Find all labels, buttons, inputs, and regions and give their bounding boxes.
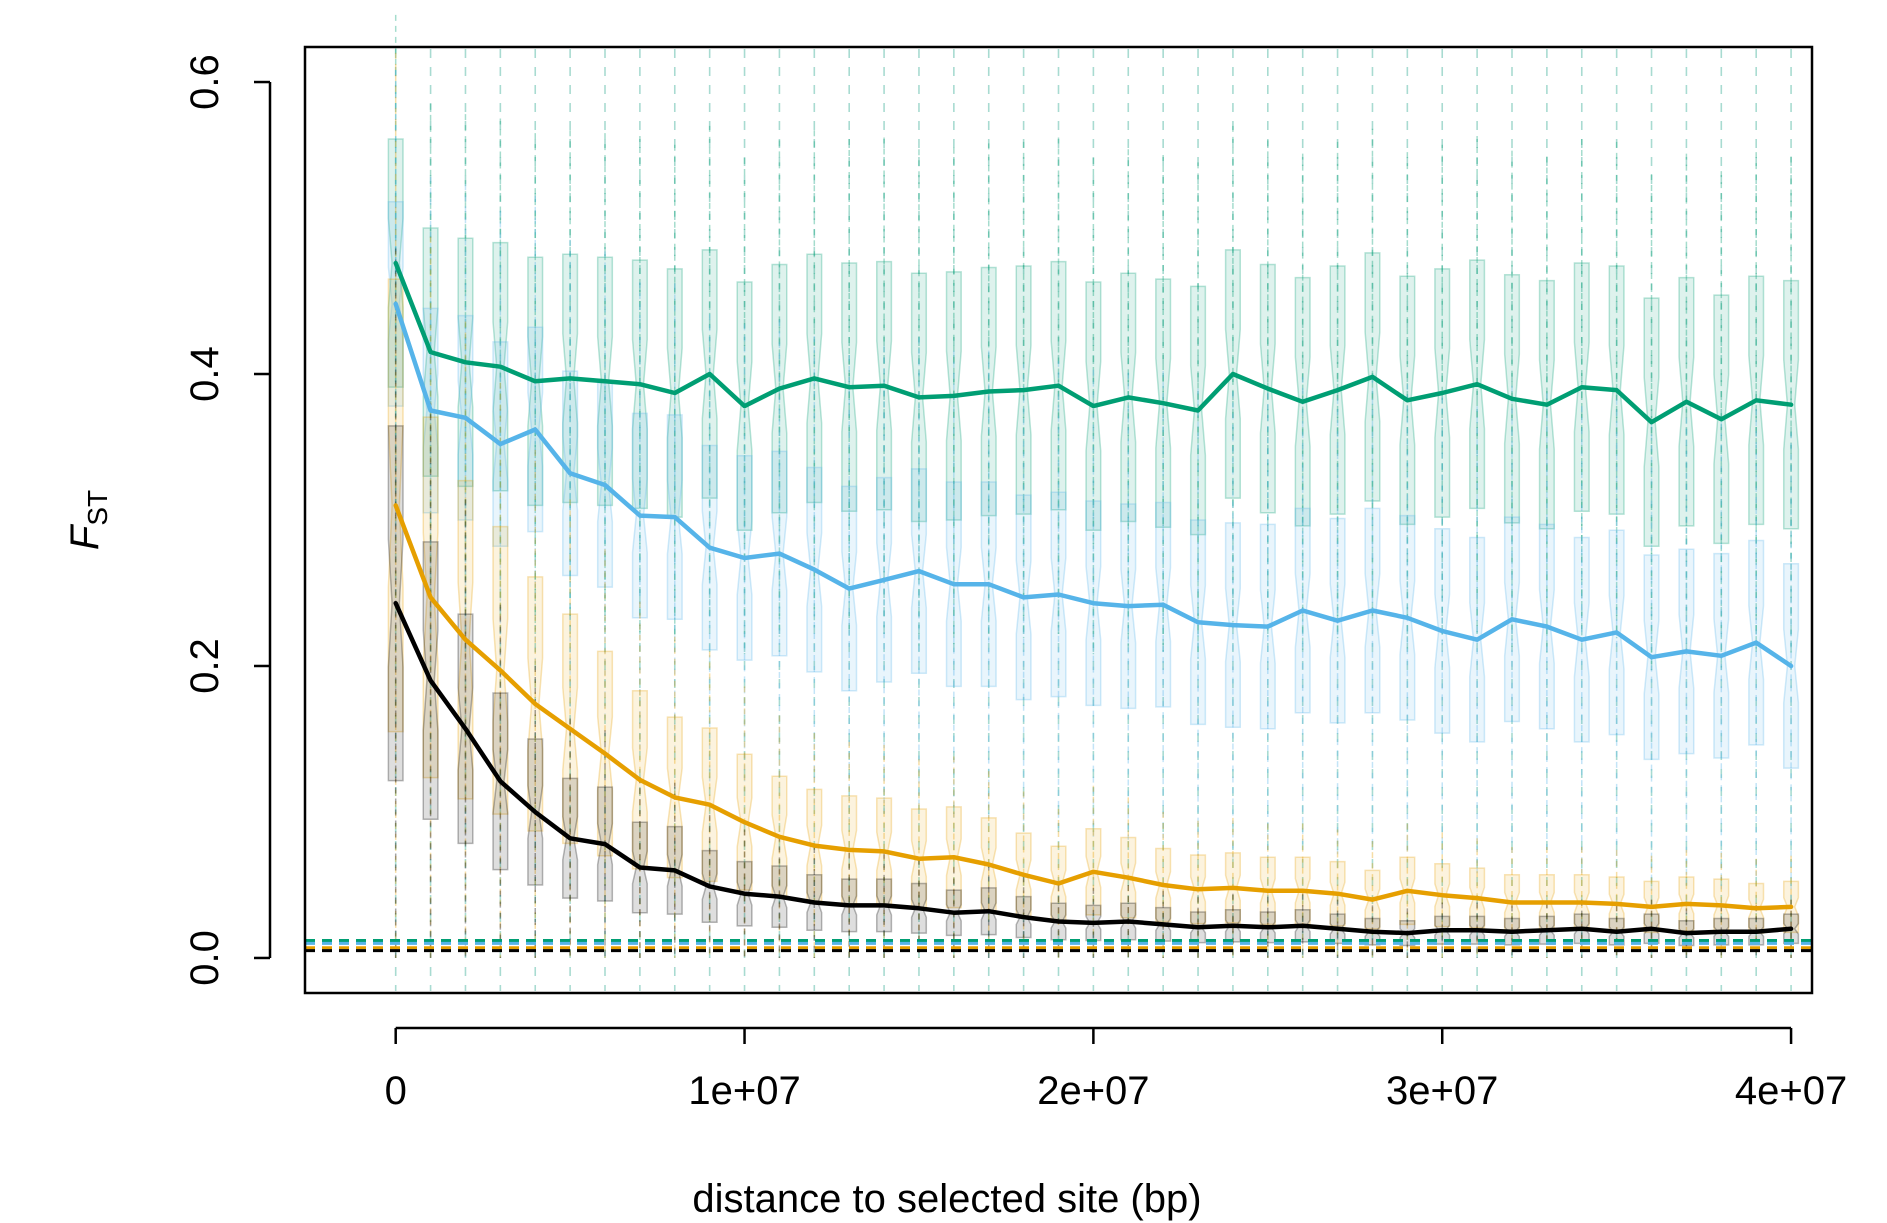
y-axis-title-subscript: ST	[82, 490, 113, 526]
series-line-2	[393, 503, 1794, 911]
series-line-layer	[393, 260, 1794, 936]
y-axis-title: FST	[63, 490, 113, 550]
y-axis-title-main: F	[63, 523, 107, 550]
x-axis-title: distance to selected site (bp)	[692, 1177, 1201, 1221]
grid-layer	[394, 49, 1792, 991]
axis-layer: 0 1e+07 2e+07 3e+07 4e+07 0.0 0.2 0.4 0.6	[183, 54, 1847, 1113]
x-tick-label-1: 1e+07	[688, 1069, 800, 1113]
x-tick-label-3: 3e+07	[1386, 1069, 1498, 1113]
y-tick-label-3: 0.6	[183, 54, 227, 110]
boxplot-layer	[387, 14, 1800, 958]
y-tick-label-0: 0.0	[183, 930, 227, 986]
y-tick-label-1: 0.2	[183, 638, 227, 694]
series-line-0	[393, 260, 1794, 425]
baseline-layer	[305, 938, 1812, 953]
plot-frame	[303, 45, 1814, 995]
x-tick-label-4: 4e+07	[1735, 1069, 1847, 1113]
x-tick-label-0: 0	[385, 1069, 407, 1113]
series-line-3	[393, 600, 1794, 936]
x-tick-label-2: 2e+07	[1037, 1069, 1149, 1113]
series-line-1	[393, 301, 1794, 669]
y-tick-label-2: 0.4	[183, 346, 227, 402]
